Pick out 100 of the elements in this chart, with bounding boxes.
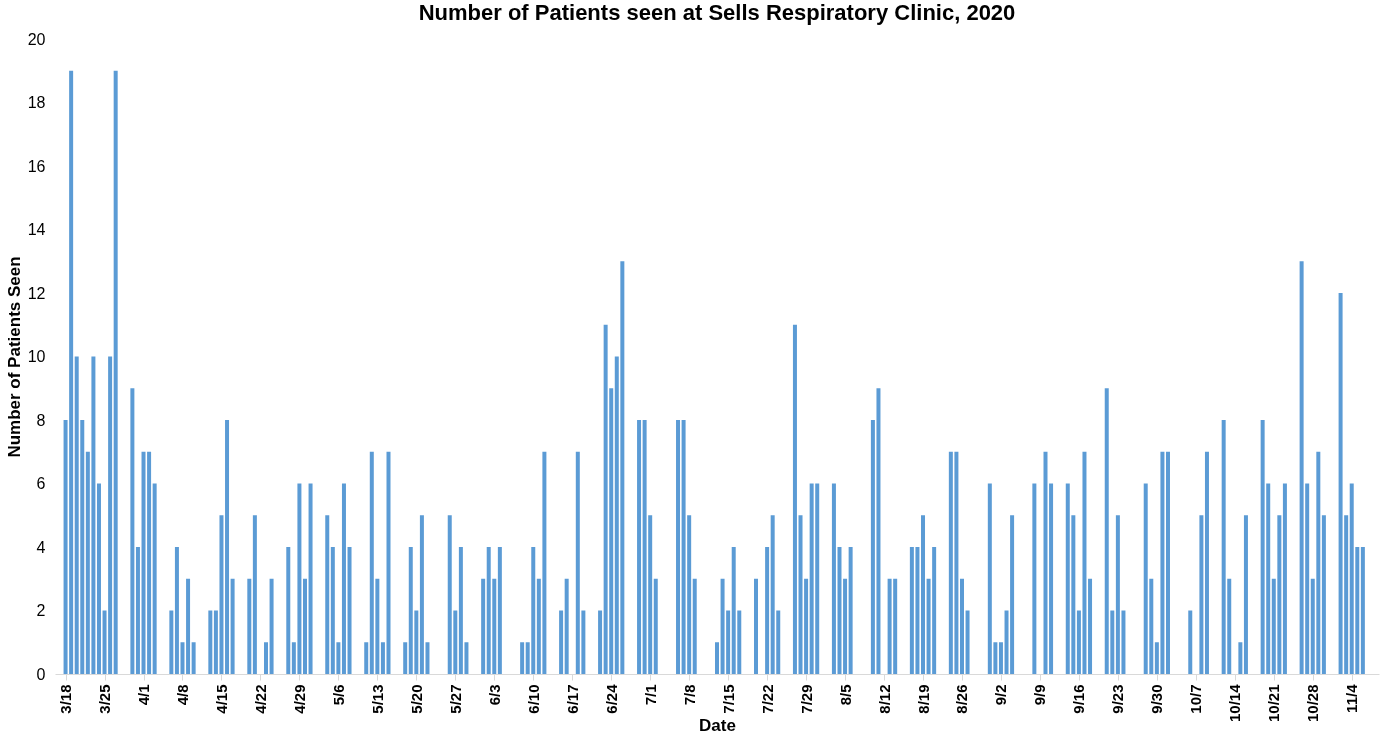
bar	[1165, 451, 1170, 674]
x-tick-label: 5/6	[329, 684, 347, 706]
bar	[1238, 642, 1243, 674]
y-tick-label: 20	[27, 30, 46, 48]
x-tick-label: 4/1	[135, 684, 153, 706]
bar	[1321, 515, 1326, 674]
x-tick-label: 9/16	[1070, 684, 1088, 714]
bar	[380, 642, 385, 674]
x-tick-label: 10/28	[1304, 684, 1322, 723]
bar	[252, 515, 257, 674]
bar	[1088, 578, 1093, 674]
x-tick-label: 3/25	[96, 684, 114, 714]
bar	[965, 610, 970, 674]
x-tick-label: 8/19	[914, 684, 932, 714]
chart-title: Number of Patients seen at Sells Respiratory Clinic, 2020	[418, 0, 1016, 25]
y-tick-label: 14	[27, 221, 46, 238]
bar	[1188, 610, 1193, 674]
bar	[325, 515, 330, 674]
bar	[186, 578, 191, 674]
x-tick-label: 7/22	[758, 684, 776, 714]
bar	[264, 642, 269, 674]
bar	[286, 547, 291, 674]
x-tick-label: 7/1	[641, 684, 659, 706]
x-tick-label: 9/23	[1109, 684, 1127, 714]
x-tick-label: 4/8	[173, 684, 191, 706]
y-tick-label: 6	[36, 475, 46, 492]
bar	[715, 642, 719, 674]
bar	[1360, 547, 1365, 674]
x-tick-label: 10/14	[1226, 683, 1244, 723]
bar	[302, 578, 307, 674]
bar	[653, 578, 658, 674]
bar	[113, 70, 118, 674]
bar	[1243, 515, 1248, 674]
y-tick-label: 0	[36, 665, 46, 683]
bar	[152, 483, 157, 674]
x-tick-label: 9/30	[1148, 684, 1166, 714]
x-tick-label: 7/8	[680, 684, 698, 706]
x-tick-label: 10/7	[1187, 684, 1205, 714]
bar	[753, 578, 758, 674]
bar	[208, 610, 213, 674]
x-tick-label: 5/13	[368, 684, 386, 714]
x-tick-label: 5/20	[407, 684, 425, 714]
bar	[341, 483, 346, 674]
bar	[130, 388, 135, 674]
bar	[598, 610, 603, 674]
bar	[848, 547, 853, 674]
bar	[497, 547, 502, 674]
bar	[347, 547, 352, 674]
x-tick-label: 9/9	[1031, 684, 1049, 706]
bar	[559, 610, 564, 674]
x-tick-label: 4/22	[251, 684, 269, 714]
bar	[364, 642, 369, 674]
x-tick-label: 6/24	[602, 683, 620, 714]
x-tick-label: 7/15	[719, 684, 737, 714]
x-tick-label: 8/12	[875, 684, 893, 714]
y-tick-label: 8	[36, 411, 46, 429]
bar	[765, 547, 770, 674]
bar	[225, 420, 230, 674]
x-tick-label: 6/10	[524, 684, 542, 714]
bar	[959, 578, 964, 674]
x-tick-label: 6/17	[563, 684, 581, 714]
y-tick-label: 2	[36, 602, 46, 619]
bar	[308, 483, 313, 674]
bar	[1204, 451, 1209, 674]
x-tick-label: 11/4	[1343, 683, 1361, 713]
x-tick-label: 7/29	[797, 684, 815, 714]
x-tick-label: 8/26	[953, 684, 971, 714]
x-axis-title: Date	[699, 716, 736, 736]
x-tick-label: 10/21	[1265, 684, 1283, 723]
x-tick-label: 9/2	[992, 684, 1010, 706]
y-tick-label: 10	[27, 348, 46, 365]
bar	[191, 642, 196, 674]
x-tick-label: 4/29	[290, 684, 308, 714]
bar	[1282, 483, 1287, 674]
x-tick-label: 5/27	[446, 684, 464, 714]
x-tick-label: 6/3	[485, 684, 503, 706]
bar	[169, 610, 174, 674]
x-tick-label: 3/18	[57, 684, 75, 714]
bar	[403, 642, 408, 674]
y-axis-title: Number of Patients Seen	[4, 256, 24, 458]
bar	[247, 578, 252, 674]
bar	[921, 515, 926, 674]
bar	[1199, 515, 1204, 674]
bar	[676, 420, 681, 674]
y-tick-label: 16	[27, 157, 46, 175]
y-tick-label: 4	[36, 538, 46, 556]
bar	[843, 578, 848, 674]
y-tick-label: 12	[27, 284, 46, 302]
x-tick-label: 4/15	[212, 684, 230, 714]
x-tick-label: 8/5	[836, 684, 854, 706]
bar	[1032, 483, 1037, 674]
bar	[792, 324, 797, 674]
bar	[230, 578, 235, 674]
bar	[386, 451, 391, 674]
bar	[96, 483, 101, 674]
bar	[692, 578, 697, 674]
bar	[269, 578, 274, 674]
bar	[998, 642, 1003, 674]
bar	[135, 547, 140, 674]
bar	[520, 642, 525, 674]
